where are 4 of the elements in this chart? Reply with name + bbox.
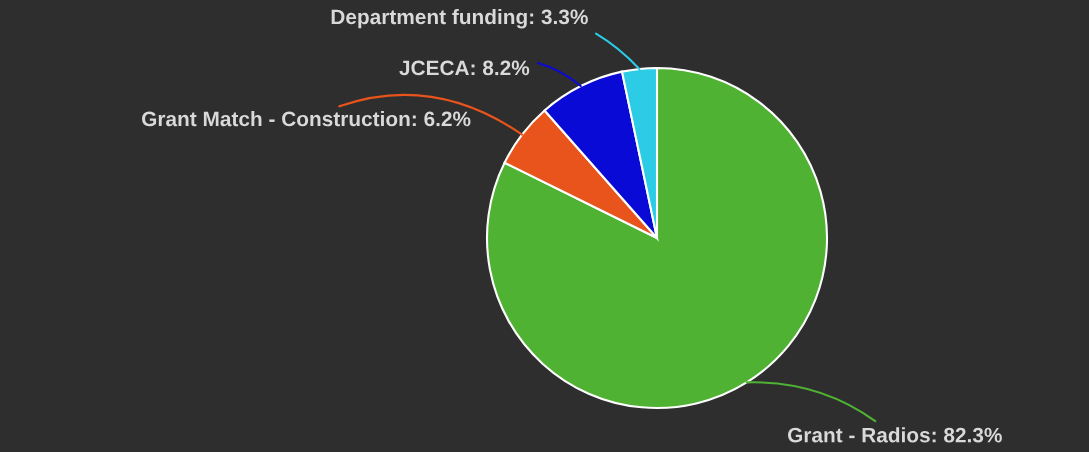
slice-label: Department funding: 3.3%	[331, 8, 588, 29]
slice-label: JCECA: 8.2%	[399, 60, 530, 76]
slice-label: Grant - Radios: 82.3%	[787, 427, 1002, 443]
slice-label: Grant Match - Construction: 6.2%	[142, 110, 471, 127]
